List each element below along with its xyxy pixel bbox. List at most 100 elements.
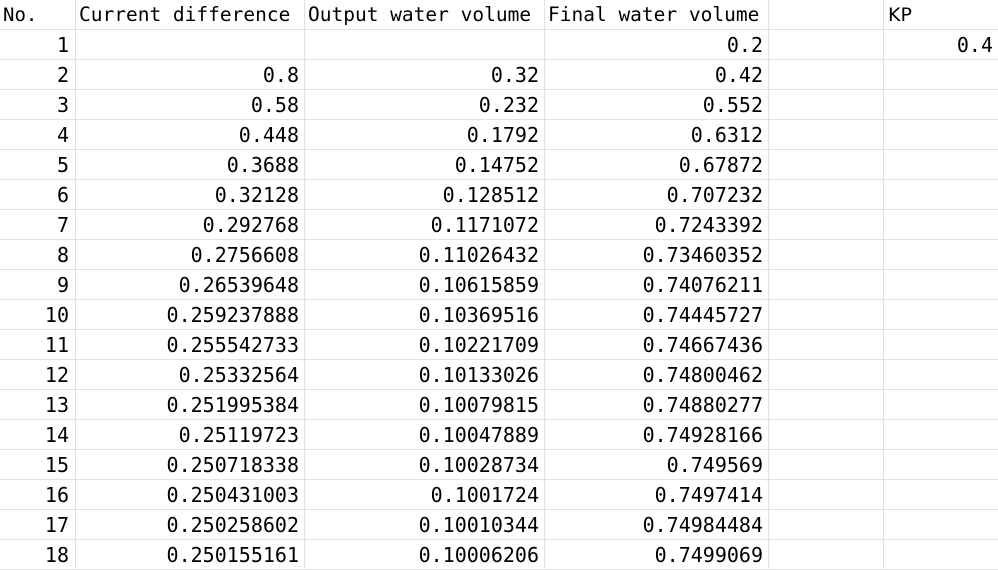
cell-final-water-volume[interactable]: 0.7499069 (545, 540, 769, 570)
cell-blank[interactable] (769, 210, 884, 240)
cell-current-difference[interactable]: 0.3688 (76, 150, 305, 180)
cell-no[interactable]: 5 (0, 150, 76, 180)
header-cell-no[interactable]: No. (0, 0, 76, 30)
cell-kp[interactable] (884, 510, 998, 540)
cell-current-difference[interactable]: 0.58 (76, 90, 305, 120)
cell-blank[interactable] (769, 450, 884, 480)
cell-kp[interactable] (884, 540, 998, 570)
header-cell-output-water-volume[interactable]: Output water volume (305, 0, 545, 30)
cell-blank[interactable] (769, 90, 884, 120)
cell-kp[interactable] (884, 210, 998, 240)
cell-no[interactable]: 18 (0, 540, 76, 570)
header-cell-current-difference[interactable]: Current difference (76, 0, 305, 30)
cell-current-difference[interactable]: 0.25332564 (76, 360, 305, 390)
cell-output-water-volume[interactable]: 0.10133026 (305, 360, 545, 390)
cell-blank[interactable] (769, 390, 884, 420)
cell-kp[interactable] (884, 270, 998, 300)
cell-current-difference[interactable]: 0.250155161 (76, 540, 305, 570)
cell-output-water-volume[interactable]: 0.128512 (305, 180, 545, 210)
cell-output-water-volume[interactable]: 0.1792 (305, 120, 545, 150)
cell-kp[interactable] (884, 90, 998, 120)
cell-current-difference[interactable]: 0.2756608 (76, 240, 305, 270)
cell-no[interactable]: 4 (0, 120, 76, 150)
cell-output-water-volume[interactable]: 0.10221709 (305, 330, 545, 360)
cell-final-water-volume[interactable]: 0.74667436 (545, 330, 769, 360)
cell-current-difference[interactable]: 0.255542733 (76, 330, 305, 360)
cell-output-water-volume[interactable]: 0.32 (305, 60, 545, 90)
cell-no[interactable]: 2 (0, 60, 76, 90)
cell-no[interactable]: 14 (0, 420, 76, 450)
cell-no[interactable]: 9 (0, 270, 76, 300)
cell-final-water-volume[interactable]: 0.74880277 (545, 390, 769, 420)
cell-blank[interactable] (769, 120, 884, 150)
cell-final-water-volume[interactable]: 0.74076211 (545, 270, 769, 300)
cell-final-water-volume[interactable]: 0.74445727 (545, 300, 769, 330)
cell-current-difference[interactable]: 0.259237888 (76, 300, 305, 330)
cell-current-difference[interactable]: 0.292768 (76, 210, 305, 240)
cell-final-water-volume[interactable]: 0.74984484 (545, 510, 769, 540)
cell-current-difference[interactable]: 0.26539648 (76, 270, 305, 300)
cell-current-difference[interactable]: 0.250258602 (76, 510, 305, 540)
cell-output-water-volume[interactable]: 0.1001724 (305, 480, 545, 510)
cell-output-water-volume[interactable]: 0.1171072 (305, 210, 545, 240)
cell-final-water-volume[interactable]: 0.552 (545, 90, 769, 120)
cell-kp[interactable] (884, 150, 998, 180)
header-cell-final-water-volume[interactable]: Final water volume (545, 0, 769, 30)
cell-final-water-volume[interactable]: 0.67872 (545, 150, 769, 180)
cell-final-water-volume[interactable]: 0.7497414 (545, 480, 769, 510)
cell-no[interactable]: 17 (0, 510, 76, 540)
cell-no[interactable]: 11 (0, 330, 76, 360)
cell-no[interactable]: 12 (0, 360, 76, 390)
cell-blank[interactable] (769, 240, 884, 270)
cell-no[interactable]: 3 (0, 90, 76, 120)
cell-output-water-volume[interactable]: 0.10047889 (305, 420, 545, 450)
cell-blank[interactable] (769, 540, 884, 570)
cell-current-difference[interactable]: 0.250718338 (76, 450, 305, 480)
cell-kp[interactable] (884, 300, 998, 330)
cell-final-water-volume[interactable]: 0.2 (545, 30, 769, 60)
cell-kp[interactable] (884, 240, 998, 270)
cell-no[interactable]: 16 (0, 480, 76, 510)
cell-blank[interactable] (769, 360, 884, 390)
cell-kp[interactable] (884, 180, 998, 210)
cell-kp[interactable] (884, 420, 998, 450)
cell-current-difference[interactable]: 0.32128 (76, 180, 305, 210)
cell-output-water-volume[interactable]: 0.14752 (305, 150, 545, 180)
cell-kp[interactable] (884, 480, 998, 510)
cell-no[interactable]: 15 (0, 450, 76, 480)
cell-output-water-volume[interactable]: 0.10010344 (305, 510, 545, 540)
cell-final-water-volume[interactable]: 0.42 (545, 60, 769, 90)
cell-output-water-volume[interactable]: 0.232 (305, 90, 545, 120)
cell-kp[interactable] (884, 120, 998, 150)
cell-no[interactable]: 10 (0, 300, 76, 330)
cell-blank[interactable] (769, 30, 884, 60)
cell-output-water-volume[interactable]: 0.10006206 (305, 540, 545, 570)
cell-kp[interactable] (884, 60, 998, 90)
cell-kp[interactable] (884, 450, 998, 480)
cell-current-difference[interactable]: 0.25119723 (76, 420, 305, 450)
cell-final-water-volume[interactable]: 0.6312 (545, 120, 769, 150)
cell-blank[interactable] (769, 270, 884, 300)
cell-no[interactable]: 6 (0, 180, 76, 210)
cell-blank[interactable] (769, 180, 884, 210)
cell-final-water-volume[interactable]: 0.7243392 (545, 210, 769, 240)
cell-final-water-volume[interactable]: 0.73460352 (545, 240, 769, 270)
cell-current-difference[interactable]: 0.8 (76, 60, 305, 90)
cell-blank[interactable] (769, 150, 884, 180)
cell-output-water-volume[interactable]: 0.10369516 (305, 300, 545, 330)
cell-output-water-volume[interactable]: 0.11026432 (305, 240, 545, 270)
cell-blank[interactable] (769, 300, 884, 330)
cell-final-water-volume[interactable]: 0.74928166 (545, 420, 769, 450)
cell-current-difference[interactable]: 0.448 (76, 120, 305, 150)
cell-no[interactable]: 8 (0, 240, 76, 270)
cell-kp[interactable] (884, 360, 998, 390)
cell-blank[interactable] (769, 420, 884, 450)
cell-no[interactable]: 7 (0, 210, 76, 240)
cell-no[interactable]: 1 (0, 30, 76, 60)
cell-final-water-volume[interactable]: 0.74800462 (545, 360, 769, 390)
cell-output-water-volume[interactable] (305, 30, 545, 60)
cell-kp[interactable] (884, 390, 998, 420)
cell-kp[interactable] (884, 330, 998, 360)
cell-blank[interactable] (769, 480, 884, 510)
header-cell-kp[interactable]: KP (884, 0, 998, 30)
